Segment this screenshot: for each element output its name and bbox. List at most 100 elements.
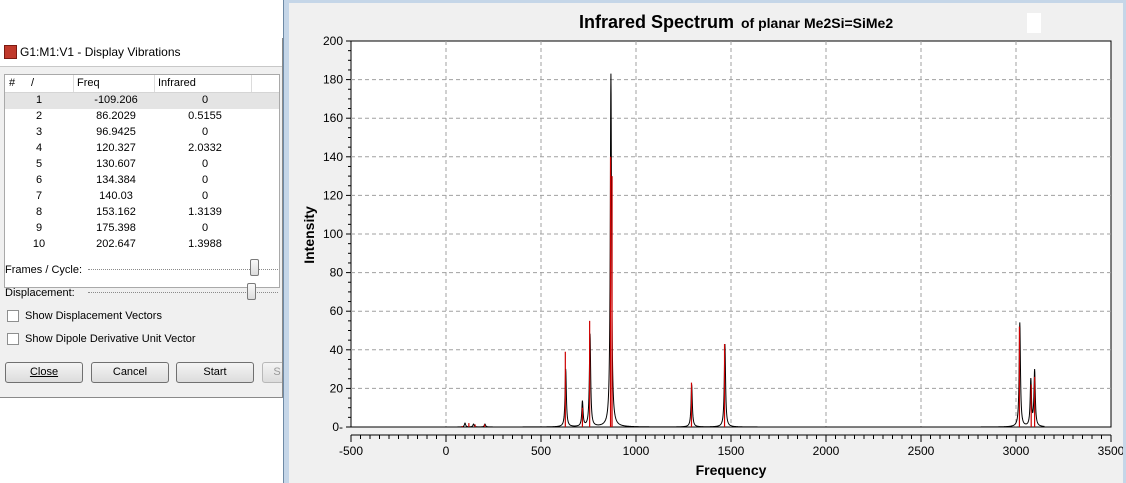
table-row[interactable]: 3 96.9425 0	[5, 125, 279, 141]
table-row[interactable]: 1 -109.206 0	[5, 93, 279, 109]
cell-infrared: 0	[201, 158, 209, 170]
x-tick-label: -500	[339, 444, 363, 458]
close-button[interactable]: Close	[5, 362, 83, 383]
chart-title: Infrared Spectrum	[579, 12, 734, 32]
table-row[interactable]: 7 140.03 0	[5, 189, 279, 205]
cell-index: 6	[35, 174, 43, 186]
start-button-label: Start	[203, 366, 227, 378]
display-vibrations-dialog: G1:M1:V1 - Display Vibrations # / Freq I…	[0, 38, 283, 398]
column-infrared[interactable]: Infrared	[158, 77, 196, 89]
show-dipole-checkbox[interactable]	[7, 333, 19, 345]
cell-index: 1	[35, 94, 43, 106]
partial-button-label: S	[273, 366, 281, 378]
cell-freq: 153.162	[96, 206, 136, 218]
y-tick-label: 20	[330, 381, 344, 395]
displacement-track[interactable]	[88, 292, 278, 293]
displacement-label: Displacement:	[5, 287, 75, 299]
ir-sticks	[461, 156, 1036, 427]
column-divider[interactable]	[251, 75, 252, 92]
table-row[interactable]: 6 134.384 0	[5, 173, 279, 189]
y-tick-label: 160	[323, 111, 343, 125]
vibrations-list[interactable]: # / Freq Infrared 1 -109.206 0 2 86.2029 0.51…	[4, 74, 280, 288]
y-axis-label: Intensity	[301, 206, 317, 264]
column-sort-indicator[interactable]: /	[31, 77, 35, 89]
cell-freq: 134.384	[96, 174, 136, 186]
x-tick-label: 1000	[623, 444, 650, 458]
column-index[interactable]: #	[9, 77, 16, 89]
cell-freq: 120.327	[96, 142, 136, 154]
partial-button[interactable]: S	[262, 362, 282, 383]
spectrum-line	[417, 73, 1045, 428]
frames-cycle-label: Frames / Cycle:	[5, 264, 83, 276]
y-axis-ticks: 0- 20 40 60 80 100 120 140 160 180 200	[323, 34, 351, 434]
cell-index: 10	[32, 238, 46, 250]
cell-index: 2	[35, 110, 43, 122]
column-divider[interactable]	[73, 75, 74, 92]
cell-infrared: 0	[201, 174, 209, 186]
cell-infrared: 0.5155	[188, 110, 222, 122]
table-row[interactable]: 9 175.398 0	[5, 221, 279, 237]
show-displacement-label[interactable]: Show Displacement Vectors	[25, 310, 162, 322]
y-tick-label: 80	[330, 266, 344, 280]
cell-freq: 130.607	[96, 158, 136, 170]
table-row[interactable]: 4 120.327 2.0332	[5, 141, 279, 157]
column-freq[interactable]: Freq	[77, 77, 100, 89]
frames-cycle-slider[interactable]	[250, 259, 259, 276]
cell-infrared: 0	[201, 94, 209, 106]
x-tick-label: 3500	[1098, 444, 1123, 458]
cancel-button-label: Cancel	[112, 366, 148, 378]
table-row[interactable]: 8 153.162 1.3139	[5, 205, 279, 221]
y-tick-label: 140	[323, 150, 343, 164]
cell-freq: 202.647	[96, 238, 136, 250]
table-row[interactable]: 2 86.2029 0.5155	[5, 109, 279, 125]
cell-freq: 86.2029	[96, 110, 136, 122]
cell-freq: 96.9425	[96, 126, 136, 138]
table-row[interactable]: 5 130.607 0	[5, 157, 279, 173]
spectrum-panel: -500 0 500 1000 1500 2000 2500 3000 3500 0- 20 40 6…	[289, 3, 1123, 483]
frames-cycle-track[interactable]	[88, 269, 278, 270]
chart-subtitle: of planar Me2Si=SiMe2	[741, 15, 893, 31]
cell-freq: 140.03	[99, 190, 133, 202]
spectrum-window: -500 0 500 1000 1500 2000 2500 3000 3500 0- 20 40 6…	[283, 0, 1126, 483]
dialog-title: G1:M1:V1 - Display Vibrations	[20, 45, 181, 59]
y-tick-label: 0-	[332, 420, 343, 434]
cell-infrared: 0	[201, 190, 209, 202]
x-tick-label: 2000	[813, 444, 840, 458]
app-icon	[4, 45, 17, 59]
grid-lines	[351, 41, 1111, 427]
show-dipole-label[interactable]: Show Dipole Derivative Unit Vector	[25, 333, 196, 345]
cancel-button[interactable]: Cancel	[91, 362, 169, 383]
y-tick-label: 40	[330, 343, 344, 357]
cell-index: 8	[35, 206, 43, 218]
y-tick-label: 100	[323, 227, 343, 241]
start-button[interactable]: Start	[176, 362, 254, 383]
cell-freq: -109.206	[94, 94, 138, 106]
cell-index: 5	[35, 158, 43, 170]
table-row[interactable]: 10 202.647 1.3988	[5, 237, 279, 253]
displacement-slider[interactable]	[247, 283, 256, 300]
title-blank-box	[1027, 13, 1041, 33]
show-displacement-checkbox[interactable]	[7, 310, 19, 322]
cell-index: 3	[35, 126, 43, 138]
cell-infrared: 0	[201, 126, 209, 138]
column-divider[interactable]	[154, 75, 155, 92]
x-tick-label: 2500	[908, 444, 935, 458]
x-tick-label: 500	[531, 444, 551, 458]
x-tick-label: 3000	[1003, 444, 1030, 458]
list-header: # / Freq Infrared	[5, 75, 279, 93]
x-tick-label: 1500	[718, 444, 745, 458]
cell-index: 7	[35, 190, 43, 202]
y-tick-label: 120	[323, 188, 343, 202]
cell-infrared: 1.3139	[188, 206, 222, 218]
close-button-label: Close	[29, 366, 59, 378]
cell-infrared: 1.3988	[188, 238, 222, 250]
cell-infrared: 2.0332	[188, 142, 222, 154]
y-tick-label: 60	[330, 304, 344, 318]
x-axis-ticks: -500 0 500 1000 1500 2000 2500 3000 3500	[339, 434, 1123, 458]
cell-infrared: 0	[201, 222, 209, 234]
cell-index: 4	[35, 142, 43, 154]
x-axis-label: Frequency	[696, 462, 767, 478]
dialog-titlebar[interactable]: G1:M1:V1 - Display Vibrations	[0, 38, 282, 67]
y-tick-label: 180	[323, 73, 343, 87]
ir-spectrum-chart[interactable]: -500 0 500 1000 1500 2000 2500 3000 3500 0- 20 40 6…	[289, 3, 1123, 483]
